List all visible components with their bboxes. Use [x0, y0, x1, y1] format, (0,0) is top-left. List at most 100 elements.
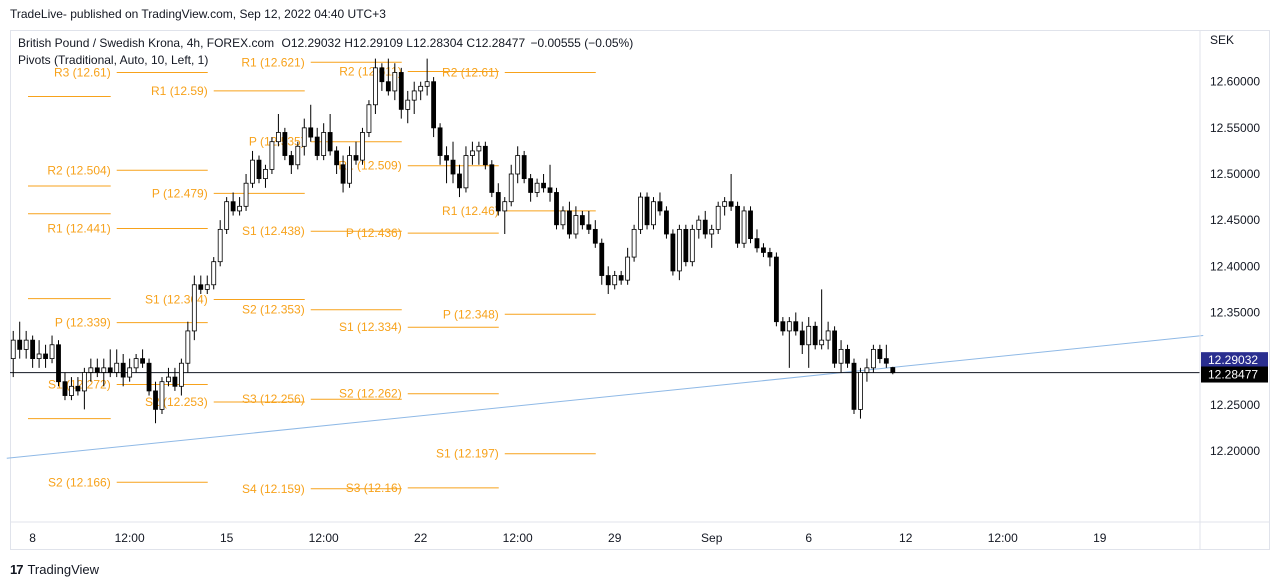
candle[interactable]: [450, 141, 456, 184]
current-price-badge[interactable]: 12.29032: [1201, 352, 1268, 369]
candle[interactable]: [638, 192, 643, 234]
candle[interactable]: [36, 340, 42, 368]
candle[interactable]: [411, 81, 417, 114]
candle[interactable]: [676, 224, 682, 281]
candle[interactable]: [334, 146, 340, 174]
candle[interactable]: [81, 367, 87, 410]
candle[interactable]: [567, 201, 572, 239]
candle[interactable]: [773, 252, 779, 327]
candle[interactable]: [153, 381, 158, 424]
candle[interactable]: [457, 164, 462, 198]
candle[interactable]: [890, 366, 896, 375]
candle[interactable]: [670, 229, 676, 276]
candle[interactable]: [172, 367, 178, 391]
candle[interactable]: [120, 354, 126, 387]
candle[interactable]: [314, 127, 320, 161]
candle[interactable]: [702, 210, 708, 239]
candle[interactable]: [657, 192, 663, 216]
candle[interactable]: [204, 275, 210, 294]
candle[interactable]: [418, 81, 424, 101]
candle[interactable]: [476, 141, 482, 165]
candle[interactable]: [586, 210, 592, 234]
candle[interactable]: [689, 224, 695, 267]
candle[interactable]: [405, 90, 411, 124]
indicator-label[interactable]: Pivots (Traditional, Auto, 10, Left, 1): [18, 53, 209, 67]
candle[interactable]: [295, 141, 301, 170]
candle[interactable]: [780, 317, 786, 336]
candle[interactable]: [62, 372, 68, 401]
candle[interactable]: [482, 141, 488, 170]
candle[interactable]: [17, 321, 23, 359]
candle[interactable]: [722, 197, 728, 216]
candle[interactable]: [599, 238, 605, 285]
candle[interactable]: [463, 146, 469, 193]
candle[interactable]: [237, 197, 242, 216]
candle[interactable]: [49, 335, 55, 364]
candle[interactable]: [735, 201, 740, 248]
candle[interactable]: [793, 312, 799, 336]
candle[interactable]: [23, 330, 29, 359]
candle[interactable]: [495, 183, 501, 216]
candle[interactable]: [851, 358, 857, 414]
candle[interactable]: [308, 104, 314, 142]
candle[interactable]: [592, 220, 598, 248]
candle[interactable]: [288, 150, 294, 174]
candle[interactable]: [101, 358, 107, 387]
candle[interactable]: [327, 114, 333, 156]
candle[interactable]: [502, 197, 508, 234]
candle[interactable]: [133, 354, 139, 373]
candle[interactable]: [528, 174, 534, 202]
candle[interactable]: [431, 77, 437, 138]
candle[interactable]: [373, 58, 378, 114]
candle[interactable]: [541, 174, 546, 193]
candle[interactable]: [392, 63, 398, 101]
candle[interactable]: [198, 275, 204, 294]
candle[interactable]: [282, 127, 288, 161]
candle[interactable]: [664, 206, 669, 239]
last-close-badge[interactable]: 12.28477: [1201, 366, 1268, 383]
candle[interactable]: [806, 317, 812, 368]
candle[interactable]: [625, 247, 631, 285]
candle[interactable]: [256, 155, 262, 184]
candle[interactable]: [508, 164, 514, 207]
candle[interactable]: [398, 67, 404, 119]
candle[interactable]: [521, 150, 527, 184]
candle[interactable]: [10, 330, 16, 378]
candle[interactable]: [146, 358, 152, 396]
candle[interactable]: [644, 192, 650, 230]
candle[interactable]: [858, 367, 863, 419]
candle[interactable]: [761, 243, 766, 258]
candle[interactable]: [379, 63, 385, 91]
candle[interactable]: [489, 160, 495, 198]
candle[interactable]: [683, 224, 689, 267]
candle[interactable]: [94, 358, 100, 378]
candle[interactable]: [224, 197, 230, 234]
candle[interactable]: [534, 178, 540, 198]
candle[interactable]: [437, 123, 443, 165]
candle[interactable]: [696, 215, 702, 239]
candle[interactable]: [444, 146, 449, 184]
candle[interactable]: [883, 344, 889, 368]
candle[interactable]: [547, 164, 553, 202]
candle[interactable]: [127, 358, 133, 382]
candle[interactable]: [612, 270, 618, 290]
candle[interactable]: [651, 197, 656, 230]
candle[interactable]: [69, 377, 74, 401]
candle[interactable]: [217, 220, 223, 267]
candle[interactable]: [230, 192, 236, 216]
candle[interactable]: [470, 141, 475, 165]
candle[interactable]: [360, 127, 365, 165]
candle[interactable]: [75, 377, 81, 396]
candle[interactable]: [178, 358, 184, 396]
candle[interactable]: [754, 229, 760, 253]
candle[interactable]: [709, 224, 715, 248]
candle[interactable]: [159, 377, 165, 414]
candle[interactable]: [114, 349, 120, 378]
candle[interactable]: [321, 123, 327, 161]
candle[interactable]: [166, 367, 171, 387]
candle[interactable]: [864, 358, 870, 382]
candle[interactable]: [812, 321, 818, 350]
candle[interactable]: [43, 344, 48, 368]
candle[interactable]: [353, 141, 359, 165]
candle[interactable]: [767, 247, 773, 267]
